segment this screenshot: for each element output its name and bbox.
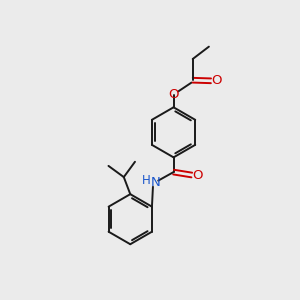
- Text: H: H: [142, 174, 151, 188]
- Text: O: O: [168, 88, 179, 101]
- Text: O: O: [212, 74, 222, 87]
- Text: O: O: [193, 169, 203, 182]
- Text: N: N: [150, 176, 160, 189]
